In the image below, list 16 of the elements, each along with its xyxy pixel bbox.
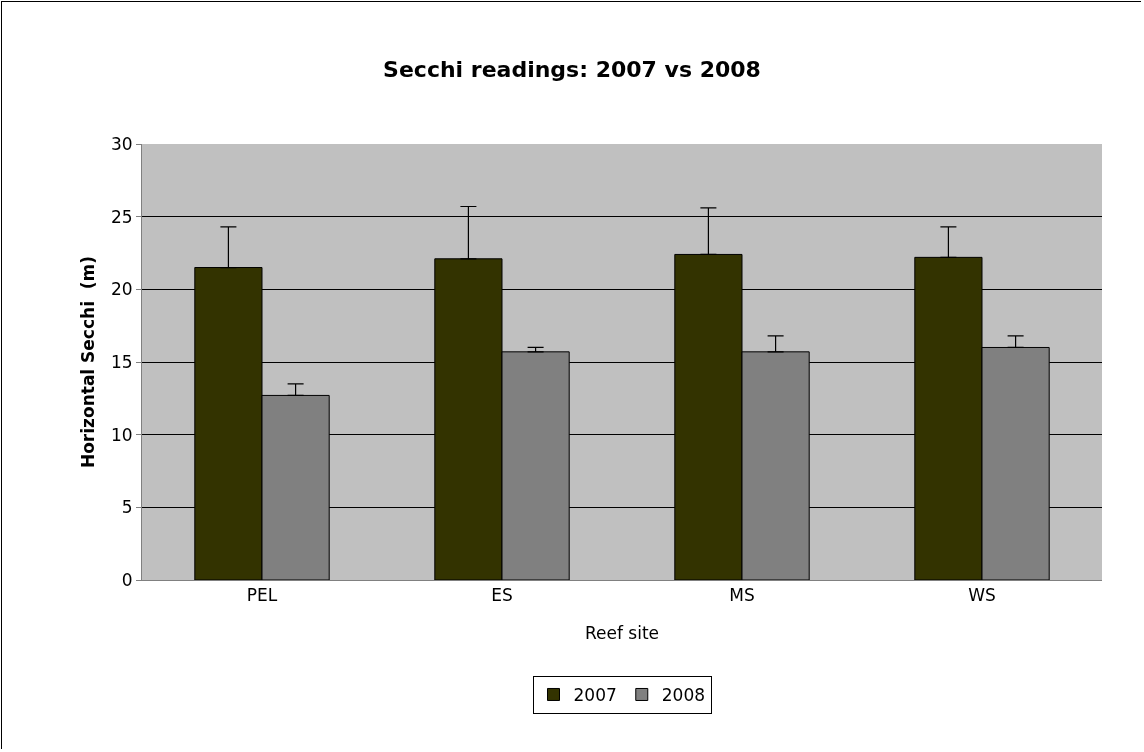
y-tick-label: 0 — [121, 569, 133, 590]
y-tick-label: 10 — [110, 424, 133, 445]
x-tick-label: ES — [491, 585, 513, 606]
legend-label: 2008 — [661, 685, 706, 706]
x-tick-label: MS — [729, 585, 755, 606]
x-tick-label: PEL — [246, 585, 278, 606]
chart-title: Secchi readings: 2007 vs 2008 — [383, 57, 761, 83]
y-tick-label: 15 — [110, 351, 133, 372]
x-tick-label: WS — [968, 585, 996, 606]
y-tick-label: 5 — [121, 497, 133, 518]
y-tick-label: 30 — [110, 133, 133, 154]
x-axis-title: Reef site — [584, 622, 660, 643]
y-axis-title: Horizontal Secchi (m) — [77, 255, 98, 469]
y-tick-label: 20 — [110, 279, 133, 300]
y-tick-label: 25 — [110, 206, 133, 227]
legend-label: 2007 — [573, 685, 617, 706]
